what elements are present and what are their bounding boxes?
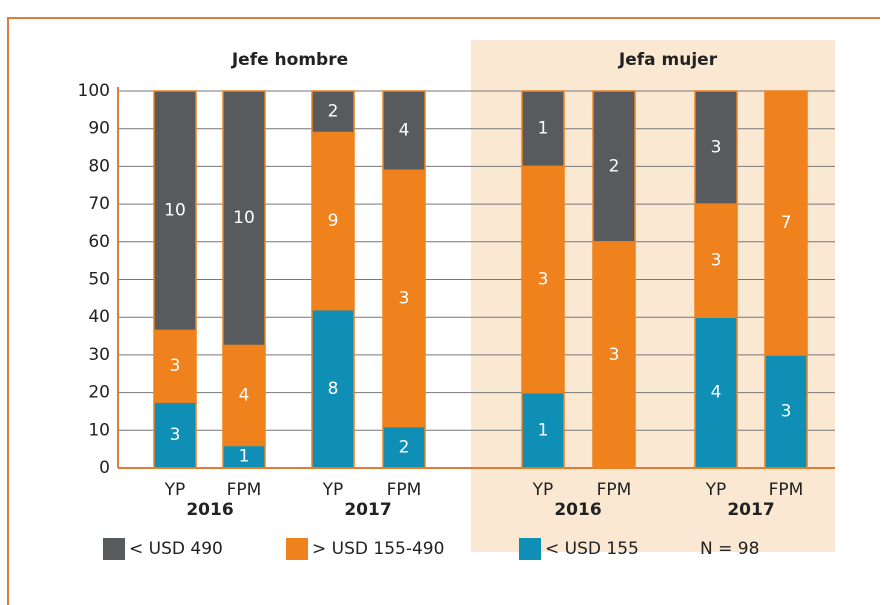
data-label: 7 <box>781 213 792 233</box>
bar-segment <box>153 401 197 469</box>
x-tick-label: YP <box>532 480 554 500</box>
y-tick-label: 50 <box>88 270 110 290</box>
year-label: 2017 <box>727 500 774 520</box>
bar-segment <box>382 90 426 171</box>
y-tick-label: 90 <box>88 119 110 139</box>
bar-segment <box>153 90 197 332</box>
data-label: 9 <box>328 211 339 231</box>
bar-segment <box>764 90 808 356</box>
data-label: 3 <box>711 138 722 158</box>
data-label: 4 <box>711 383 722 403</box>
data-label: 4 <box>239 385 250 405</box>
panel-title: Jefa mujer <box>618 50 718 70</box>
bar-segment <box>764 354 808 469</box>
data-label: 2 <box>399 437 410 457</box>
bar-segment <box>382 425 426 469</box>
bar-segment <box>521 391 565 469</box>
data-label: 8 <box>328 379 339 399</box>
bar-segment <box>311 308 355 469</box>
y-tick-label: 20 <box>88 383 110 403</box>
y-tick-label: 80 <box>88 156 110 176</box>
bar-segment <box>521 90 565 168</box>
legend-label: > USD 155-490 <box>312 539 444 559</box>
legend-swatch <box>519 538 541 560</box>
data-label: 10 <box>164 201 186 221</box>
bar-segment <box>222 90 266 347</box>
y-tick-label: 0 <box>99 458 110 478</box>
x-tick-label: YP <box>705 480 727 500</box>
bar-segment <box>153 329 197 403</box>
data-label: 3 <box>399 288 410 308</box>
panel-title: Jefe hombre <box>231 50 348 70</box>
legend-swatch <box>286 538 308 560</box>
data-label: 2 <box>328 102 339 122</box>
legend-label: < USD 490 <box>129 539 223 559</box>
x-tick-label: FPM <box>227 480 262 500</box>
data-label: 3 <box>170 356 181 376</box>
bar-segment <box>592 90 636 243</box>
bar-segment <box>311 131 355 311</box>
data-label: 3 <box>711 251 722 271</box>
year-label: 2016 <box>186 500 233 520</box>
bar-segment <box>311 90 355 134</box>
y-tick-label: 10 <box>88 420 110 440</box>
y-tick-label: 40 <box>88 307 110 327</box>
data-label: 4 <box>399 121 410 141</box>
data-label: 1 <box>538 420 549 440</box>
bar-segment <box>592 241 636 469</box>
legend-swatch <box>103 538 125 560</box>
x-tick-label: FPM <box>769 480 804 500</box>
frame <box>7 17 880 605</box>
x-tick-label: YP <box>322 480 344 500</box>
year-label: 2016 <box>554 500 601 520</box>
data-label: 1 <box>239 447 250 467</box>
note: N = 98 <box>700 539 759 559</box>
y-tick-label: 30 <box>88 345 110 365</box>
bar-segment <box>222 344 266 447</box>
x-tick-label: YP <box>164 480 186 500</box>
data-label: 1 <box>538 119 549 139</box>
year-label: 2017 <box>344 500 391 520</box>
y-tick-label: 70 <box>88 194 110 214</box>
y-tick-label: 60 <box>88 232 110 252</box>
x-tick-label: FPM <box>387 480 422 500</box>
bar-segment <box>694 203 738 318</box>
x-tick-label: FPM <box>597 480 632 500</box>
bar-segment <box>694 316 738 469</box>
data-label: 2 <box>609 156 620 176</box>
data-label: 3 <box>781 401 792 421</box>
bar-segment <box>521 165 565 394</box>
bar-segment <box>382 169 426 428</box>
y-tick-label: 100 <box>78 81 110 101</box>
data-label: 3 <box>538 270 549 290</box>
data-label: 3 <box>609 345 620 365</box>
data-label: 10 <box>233 208 255 228</box>
legend-label: < USD 155 <box>545 539 639 559</box>
bar-segment <box>694 90 738 205</box>
data-label: 3 <box>170 425 181 445</box>
